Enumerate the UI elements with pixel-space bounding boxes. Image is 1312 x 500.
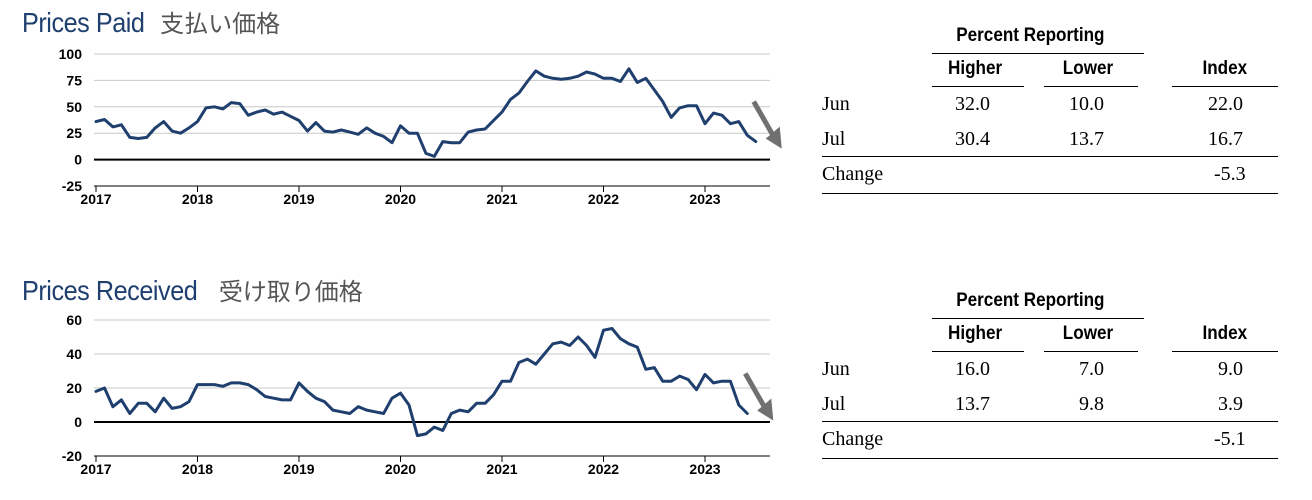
y-tick-label: 0 (74, 414, 82, 430)
jul-higher: 13.7 (955, 393, 990, 415)
y-tick-label: -20 (62, 448, 82, 464)
y-tick-label: 25 (66, 125, 82, 141)
col-rule-index (1172, 86, 1278, 87)
jun-higher: 16.0 (955, 358, 990, 380)
change-rule (822, 421, 1278, 422)
col-rule-higher (932, 351, 1024, 352)
col-rule-index (1172, 351, 1278, 352)
row-label-change: Change (822, 428, 884, 450)
jul-higher: 30.4 (955, 128, 990, 150)
x-tick-label: 2021 (486, 191, 517, 207)
y-tick-label: 60 (66, 312, 82, 328)
x-tick-label: 2018 (182, 191, 213, 207)
col-index: Index (1202, 323, 1248, 344)
jun-index: 9.0 (1218, 358, 1243, 380)
y-tick-label: 75 (66, 72, 82, 88)
change-rule (822, 156, 1278, 157)
row-label-jul: Jul (822, 128, 846, 150)
col-higher: Higher (948, 58, 1003, 79)
row-label-jun: Jun (822, 358, 850, 380)
prices-received-table: Percent Reporting Higher Lower Index Jun… (822, 287, 1278, 467)
group-header-rule (932, 318, 1144, 319)
col-lower: Lower (1062, 323, 1114, 344)
y-tick-label: 20 (66, 380, 82, 396)
jun-index: 22.0 (1208, 93, 1243, 115)
change-index: -5.3 (1214, 163, 1246, 185)
chart-title-prices-paid: Prices Paid 支払い価格 (22, 4, 280, 39)
trend-arrow-shaft (751, 100, 776, 138)
y-tick-label: 0 (74, 152, 82, 168)
change-index: -5.1 (1214, 428, 1246, 450)
jun-higher: 32.0 (955, 93, 990, 115)
series-line (94, 327, 749, 438)
row-label-jun: Jun (822, 93, 850, 115)
trend-arrow-head (765, 126, 782, 149)
trend-arrow-shaft (743, 372, 768, 410)
x-tick-label: 2021 (486, 461, 517, 477)
x-tick-label: 2019 (283, 461, 314, 477)
jul-lower: 9.8 (1079, 393, 1104, 415)
table-bottom-rule (822, 193, 1278, 194)
x-tick-label: 2017 (80, 191, 111, 207)
group-header: Percent Reporting (956, 290, 1105, 311)
group-header: Percent Reporting (956, 25, 1105, 46)
chart-title-prices-received: Prices Received 受け取り価格 (22, 272, 363, 307)
jun-lower: 10.0 (1069, 93, 1104, 115)
col-rule-lower (1044, 351, 1138, 352)
prices-paid-table: Percent Reporting Higher Lower Index Jun… (822, 22, 1278, 202)
col-higher: Higher (948, 323, 1003, 344)
x-tick-label: 2023 (689, 191, 720, 207)
title-jp: 受け取り価格 (218, 278, 363, 306)
row-label-jul: Jul (822, 393, 846, 415)
y-tick-label: 50 (66, 99, 82, 115)
table-bottom-rule (822, 458, 1278, 459)
y-tick-label: -25 (62, 178, 82, 194)
x-tick-label: 2019 (283, 191, 314, 207)
series-line (94, 67, 758, 158)
jul-index: 3.9 (1218, 393, 1243, 415)
x-tick-label: 2020 (385, 191, 416, 207)
x-tick-label: 2020 (385, 461, 416, 477)
x-tick-label: 2018 (182, 461, 213, 477)
col-rule-lower (1044, 86, 1138, 87)
x-tick-label: 2022 (588, 191, 619, 207)
x-tick-label: 2023 (689, 461, 720, 477)
col-lower: Lower (1062, 58, 1114, 79)
trend-arrow-head (757, 398, 774, 421)
x-tick-label: 2017 (80, 461, 111, 477)
title-jp: 支払い価格 (160, 10, 281, 38)
y-tick-label: 100 (59, 46, 83, 62)
x-tick-label: 2022 (588, 461, 619, 477)
row-label-change: Change (822, 163, 884, 185)
title-en: Prices Received (22, 275, 198, 306)
title-en: Prices Paid (22, 7, 145, 38)
jul-lower: 13.7 (1069, 128, 1104, 150)
jul-index: 16.7 (1208, 128, 1243, 150)
col-index: Index (1202, 58, 1248, 79)
jun-lower: 7.0 (1079, 358, 1104, 380)
col-rule-higher (932, 86, 1024, 87)
y-tick-label: 40 (66, 346, 82, 362)
group-header-rule (932, 53, 1144, 54)
